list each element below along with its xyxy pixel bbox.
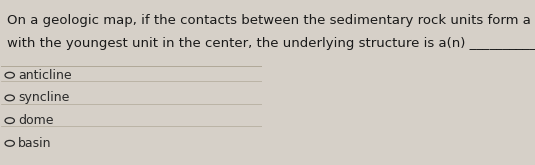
Text: basin: basin (18, 137, 52, 150)
Text: with the youngest unit in the center, the underlying structure is a(n) _________: with the youngest unit in the center, th… (6, 37, 535, 50)
Text: On a geologic map, if the contacts between the sedimentary rock units form a ser: On a geologic map, if the contacts betwe… (6, 14, 535, 27)
Text: syncline: syncline (18, 91, 70, 104)
Text: dome: dome (18, 114, 54, 127)
Text: anticline: anticline (18, 69, 72, 82)
